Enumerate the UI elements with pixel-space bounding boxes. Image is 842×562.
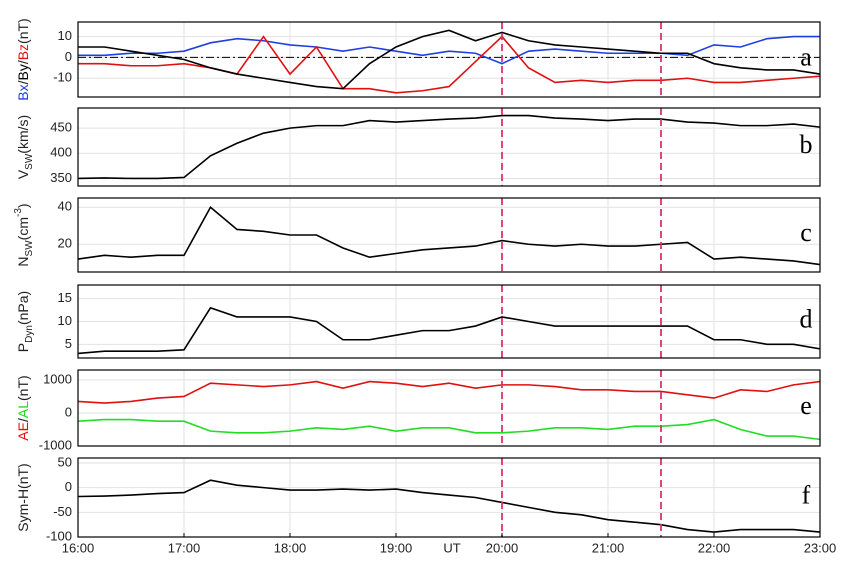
y-tick-label: 0 [65,479,72,494]
y-label-part: SW [24,153,35,170]
y-tick-label: 0 [65,49,72,64]
y-tick-label: 0 [65,404,72,419]
y-tick-label: -50 [53,504,72,519]
y-tick-label: -10 [53,70,72,85]
y-tick-label: 1000 [43,371,72,386]
data-line [77,306,821,355]
x-tick-label: 17:00 [168,540,201,555]
panel-letter: f [802,480,811,509]
y-tick-label: 15 [58,290,72,305]
panel-border [77,107,821,187]
y-tick-label: 40 [58,199,72,214]
y-label-part: ) [15,203,31,208]
data-line [77,380,821,404]
y-label-part: (nPa) [15,291,31,325]
panel-letter: d [800,304,813,333]
y-tick-label: 350 [50,170,72,185]
y-label-part: P [15,343,31,352]
y-tick-label: -100 [46,528,72,543]
y-label-part: / [15,60,31,64]
x-tick-label: 19:00 [380,540,413,555]
x-tick-label: 18:00 [274,540,307,555]
y-axis-label: VSW(km/s) [15,115,35,179]
y-tick-label: 400 [50,145,72,160]
y-label-part: Sym-H(nT) [15,463,31,531]
data-line [78,29,821,90]
y-tick-label: 20 [58,236,72,251]
y-label-part: By [15,64,31,80]
panel-frame [78,22,820,97]
data-line [77,418,821,441]
y-tick-label: -1000 [39,437,72,452]
y-tick-label: 450 [50,120,72,135]
panel-letter: a [800,42,812,71]
panel-frame [78,370,820,446]
panel-border [77,197,821,273]
y-axis-label: Bx/By/Bz(nT) [15,18,31,100]
x-tick-label: 20:00 [486,540,519,555]
y-label-part: AL [15,401,31,418]
y-tick-label: 50 [58,454,72,469]
y-label-part: Bx [15,84,31,100]
y-label-part: Dyn [24,325,35,343]
panel-frame [78,198,820,272]
y-label-part: / [15,418,31,422]
panel-letter: e [800,391,812,420]
y-tick-label: 10 [58,313,72,328]
y-label-part: -3 [13,208,24,217]
y-label-part: AE [15,422,31,441]
y-tick-label: 10 [58,28,72,43]
panel-frame [78,458,820,537]
panel-border [77,369,821,447]
y-label-part: (cm [15,217,31,240]
x-axis-label: UT [443,540,460,555]
x-tick-label: 21:00 [592,540,625,555]
y-label-part: (nT) [15,375,31,401]
x-tick-label: 23:00 [804,540,837,555]
y-label-part: Bz [15,44,31,60]
y-axis-label: Sym-H(nT) [15,463,31,531]
data-line [77,206,821,266]
y-label-part: SW [24,240,35,257]
panel-border [77,284,821,359]
data-line [77,479,821,533]
data-line [78,35,820,65]
panel-border [77,21,821,98]
y-label-part: N [15,256,31,266]
y-axis-label: PDyn(nPa) [15,291,35,352]
y-axis-label: AE/AL(nT) [15,375,31,440]
y-axis-label: NSW(cm-3) [13,203,35,266]
y-label-part: (nT) [15,18,31,44]
data-line [77,114,821,180]
y-label-part: V [15,169,31,179]
panel-letter: b [800,130,813,159]
data-line [78,35,821,94]
panel-frame [78,108,820,186]
y-tick-label: 5 [65,336,72,351]
panel-border [77,457,821,538]
x-tick-label: 16:00 [62,540,95,555]
panel-letter: c [800,218,812,247]
x-tick-label: 22:00 [698,540,731,555]
y-label-part: (km/s) [15,115,31,154]
y-label-part: / [15,80,31,84]
